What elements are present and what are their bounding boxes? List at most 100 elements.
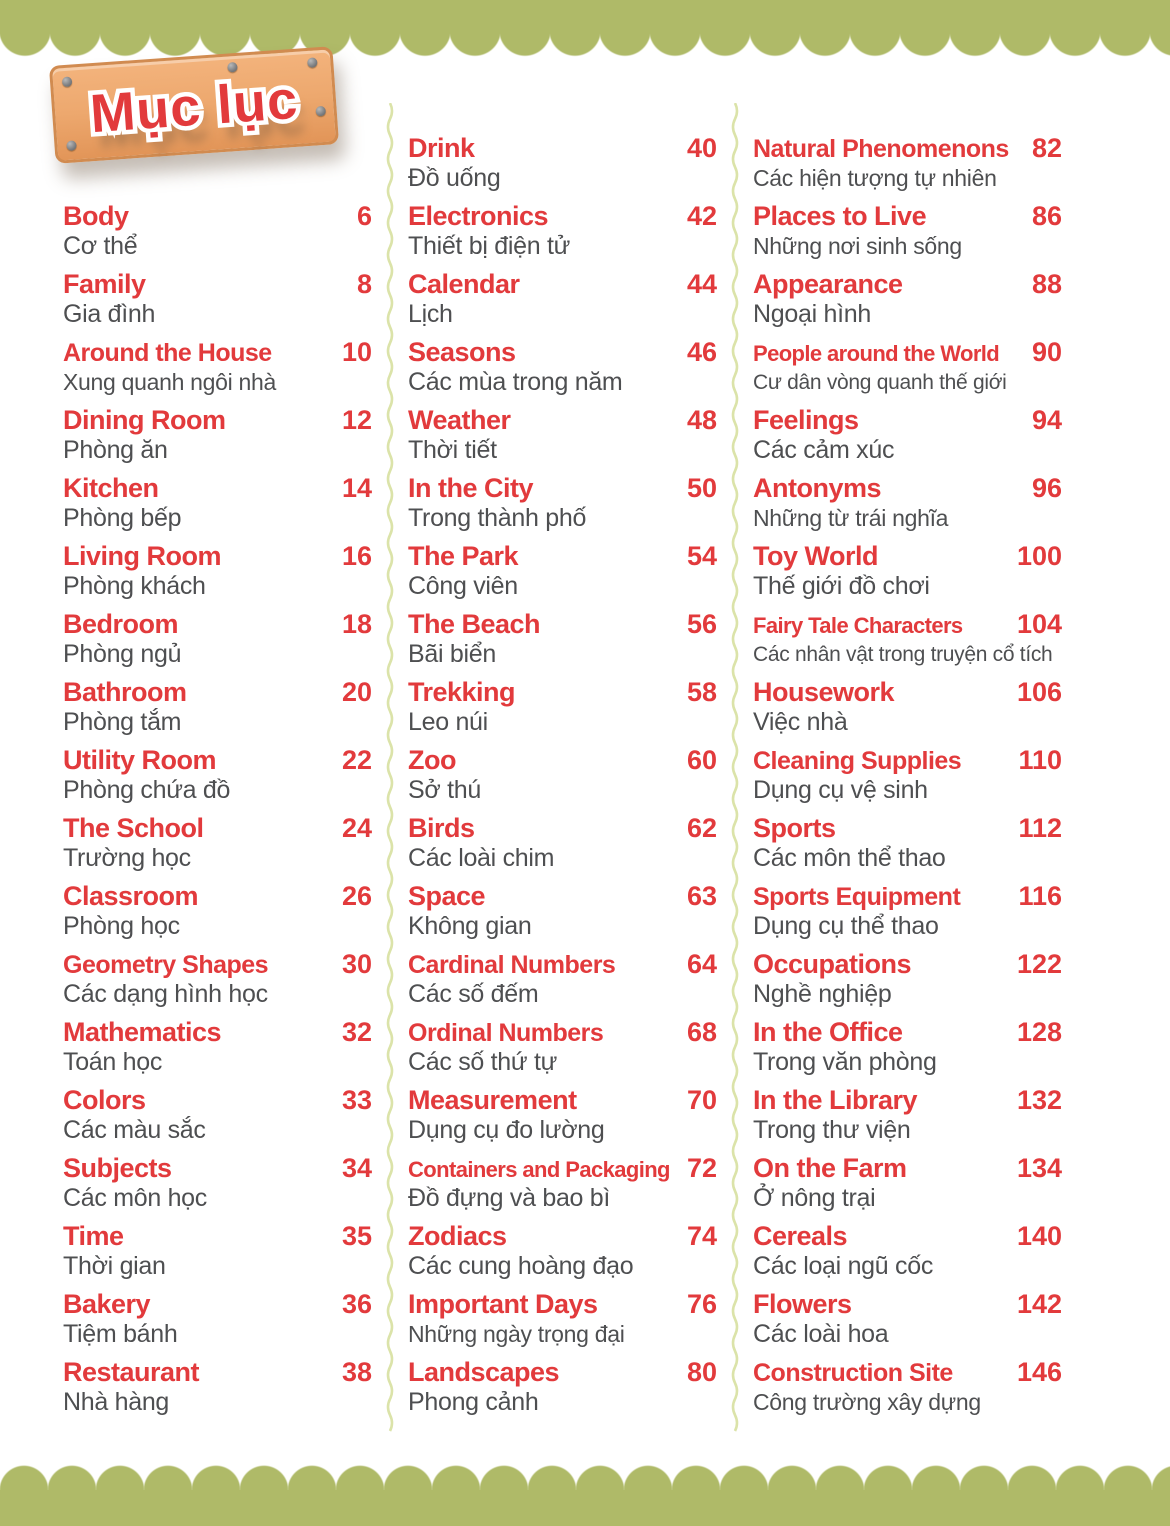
column-divider-wavy-line (386, 103, 394, 1432)
toc-entry-title-row: Housework 106 (753, 676, 1062, 709)
toc-entry: Landscapes 80 Phong cảnh (408, 1356, 717, 1416)
entry-page-number: 10 (341, 337, 372, 367)
entry-title-en: Containers and Packaging (408, 1157, 670, 1182)
entry-title-en: Sports (753, 813, 836, 843)
entry-title-vi: Ngoại hình (753, 300, 871, 328)
entry-title-en: Drink (408, 133, 475, 163)
toc-entry-title-row: Space 63 (408, 880, 717, 913)
entry-page-number: 94 (1031, 405, 1062, 435)
toc-entry: Antonyms 96 Những từ trái nghĩa (753, 472, 1062, 532)
entry-title-en: The School (63, 813, 204, 843)
entry-page-number: 33 (341, 1085, 372, 1115)
toc-column-2: Drink 40 Đồ uống Electronics 42 Thiết bị… (408, 132, 717, 1424)
entry-page-number: 44 (686, 269, 717, 299)
toc-entry-title-row: Cardinal Numbers 64 (408, 948, 717, 981)
entry-page-number: 64 (686, 949, 717, 979)
toc-entry: In the City 50 Trong thành phố (408, 472, 717, 532)
entry-title-en: Subjects (63, 1153, 172, 1183)
toc-entry-title-row: Colors 33 (63, 1084, 372, 1117)
toc-entry-title-row: Sports 112 (753, 812, 1062, 845)
toc-entry-title-row: Geometry Shapes 30 (63, 948, 372, 981)
toc-entry-title-row: Trekking 58 (408, 676, 717, 709)
column-divider-wavy-line (731, 103, 739, 1432)
entry-page-number: 12 (341, 405, 372, 435)
sign-title-shadow: Mục lục (96, 85, 308, 159)
toc-entry: The Park 54 Công viên (408, 540, 717, 600)
toc-entry: Construction Site 146 Công trường xây dự… (753, 1356, 1062, 1416)
entry-title-en: Classroom (63, 881, 199, 911)
entry-title-en: Sports Equipment (753, 883, 961, 911)
toc-entry: Bathroom 20 Phòng tắm (63, 676, 372, 736)
toc-entry-title-row: Toy World 100 (753, 540, 1062, 573)
toc-entry-title-row: Bakery 36 (63, 1288, 372, 1321)
entry-title-en: Antonyms (753, 473, 882, 503)
toc-entry-title-row: The Beach 56 (408, 608, 717, 641)
entry-page-number: 58 (686, 677, 717, 707)
toc-entry-title-row: Weather 48 (408, 404, 717, 437)
entry-title-vi: Không gian (408, 912, 532, 940)
entry-title-en: Weather (408, 405, 511, 435)
toc-columns: Body 6 Cơ thể Family 8 Gia đình Around t… (63, 103, 1062, 1435)
entry-page-number: 62 (686, 813, 717, 843)
entry-title-en: Natural Phenomenons (753, 135, 1009, 163)
toc-entry-title-row: Utility Room 22 (63, 744, 372, 777)
entry-title-vi: Các hiện tượng tự nhiên (753, 165, 997, 191)
entry-title-vi: Phòng học (63, 912, 180, 940)
toc-entry-title-row: Appearance 88 (753, 268, 1062, 301)
toc-entry-title-row: Places to Live 86 (753, 200, 1062, 233)
toc-entry: Cereals 140 Các loại ngũ cốc (753, 1220, 1062, 1280)
entry-page-number: 26 (341, 881, 372, 911)
entry-page-number: 82 (1031, 133, 1062, 163)
entry-title-en: In the Office (753, 1017, 903, 1047)
entry-title-en: Birds (408, 813, 475, 843)
toc-entry-title-row: Classroom 26 (63, 880, 372, 913)
entry-title-vi: Leo núi (408, 708, 488, 736)
entry-title-vi: Các loài hoa (753, 1320, 889, 1348)
entry-page-number: 100 (1016, 541, 1062, 571)
toc-entry: Bakery 36 Tiệm bánh (63, 1288, 372, 1348)
toc-entry-title-row: Time 35 (63, 1220, 372, 1253)
entry-title-en: Toy World (753, 541, 879, 571)
entry-title-vi: Thế giới đồ chơi (753, 572, 930, 600)
entry-title-vi: Dụng cụ thể thao (753, 912, 939, 940)
toc-entry: Occupations 122 Nghề nghiệp (753, 948, 1062, 1008)
entry-title-en: Body (63, 201, 129, 231)
toc-entry: Zoo 60 Sở thú (408, 744, 717, 804)
entry-title-vi: Các môn thể thao (753, 844, 946, 872)
toc-entry: In the Library 132 Trong thư viện (753, 1084, 1062, 1144)
entry-title-vi: Những nơi sinh sống (753, 233, 962, 259)
toc-entry-title-row: The Park 54 (408, 540, 717, 573)
entry-page-number: 76 (686, 1289, 717, 1319)
entry-page-number: 48 (686, 405, 717, 435)
entry-title-en: Time (63, 1221, 124, 1251)
entry-title-en: Cardinal Numbers (408, 951, 616, 979)
entry-page-number: 35 (341, 1221, 372, 1251)
toc-entry-title-row: Bedroom 18 (63, 608, 372, 641)
entry-title-vi: Dụng cụ đo lường (408, 1116, 605, 1144)
entry-title-vi: Lịch (408, 300, 453, 328)
toc-entry: Housework 106 Việc nhà (753, 676, 1062, 736)
toc-entry: Seasons 46 Các mùa trong năm (408, 336, 717, 396)
entry-title-vi: Ở nông trại (753, 1184, 876, 1212)
entry-page-number: 140 (1016, 1221, 1062, 1251)
entry-title-vi: Trong văn phòng (753, 1048, 937, 1076)
entry-page-number: 60 (686, 745, 717, 775)
entry-page-number: 70 (686, 1085, 717, 1115)
entry-title-en: Geometry Shapes (63, 951, 269, 979)
entry-title-en: Cleaning Supplies (753, 747, 962, 775)
toc-entry: Restaurant 38 Nhà hàng (63, 1356, 372, 1416)
entry-title-vi: Đồ đựng và bao bì (408, 1184, 611, 1212)
toc-entry: Ordinal Numbers 68 Các số thứ tự (408, 1016, 717, 1076)
toc-entry-title-row: In the Library 132 (753, 1084, 1062, 1117)
toc-entry: Utility Room 22 Phòng chứa đồ (63, 744, 372, 804)
toc-entry-title-row: Measurement 70 (408, 1084, 717, 1117)
toc-entry: Weather 48 Thời tiết (408, 404, 717, 464)
toc-entry-title-row: Sports Equipment 116 (753, 880, 1062, 913)
entry-title-en: In the City (408, 473, 534, 503)
entry-page-number: 88 (1031, 269, 1062, 299)
toc-entry: Toy World 100 Thế giới đồ chơi (753, 540, 1062, 600)
entry-title-vi: Phòng chứa đồ (63, 776, 231, 804)
entry-title-en: Cereals (753, 1221, 848, 1251)
entry-title-vi: Các số thứ tự (408, 1048, 558, 1076)
entry-page-number: 74 (686, 1221, 717, 1251)
